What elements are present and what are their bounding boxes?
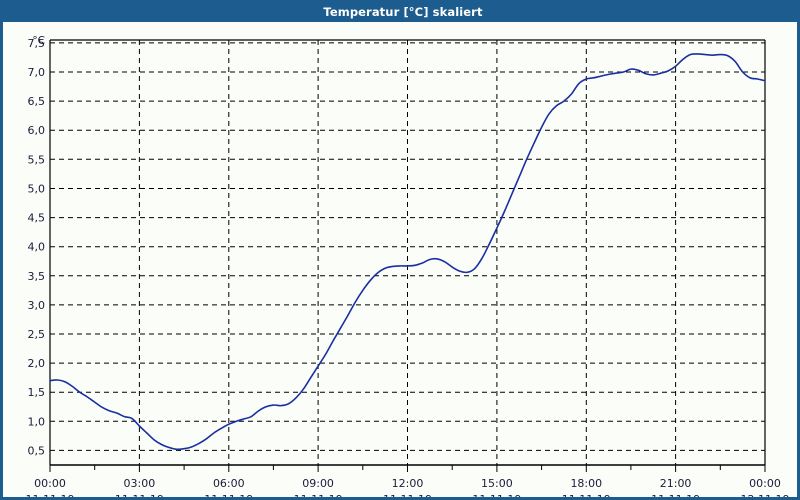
y-axis-tick-labels: 7,5 7,0 6,5 6,0 5,5 5,0 4,5 4,0 3,5 3,0 2,5 2,0 1,5 1…: [28, 37, 46, 457]
x-axis-date-label: 11.11.19: [294, 493, 343, 500]
y-axis-tick-label: 2,0: [28, 357, 46, 370]
y-axis-tick-label: 7,5: [28, 37, 46, 50]
y-axis-tick-label: 5,5: [28, 153, 46, 166]
x-axis-tick-labels: 00:00 11.11.19 03:00 11.11.19 06:00 11.11.19 0…: [26, 477, 790, 500]
y-axis-unit-label: °C: [32, 35, 45, 47]
y-axis-tick-label: 1,5: [28, 386, 46, 399]
vertical-gridlines: [138, 40, 677, 465]
x-axis-date-label: 11.11.19: [383, 493, 432, 500]
y-axis-tick-label: 1,0: [28, 415, 46, 428]
x-axis-time-label: 18:00: [570, 477, 602, 490]
window-title: Temperatur [°C] skaliert: [3, 3, 797, 22]
y-axis-tick-label: 7,0: [28, 66, 46, 79]
x-axis-date-label: 11.11.19: [562, 493, 611, 500]
x-axis-time-label: 03:00: [124, 477, 156, 490]
x-axis-time-label: 12:00: [392, 477, 424, 490]
x-axis-date-label: 11.11.19: [26, 493, 75, 500]
temperature-series-line: [49, 53, 766, 451]
x-axis-time-label: 21:00: [660, 477, 692, 490]
y-axis-tick-label: 4,0: [28, 241, 46, 254]
chart-canvas: 7,5 7,0 6,5 6,0 5,5 5,0 4,5 4,0 3,5 3,0 2,5 2,0 1,5 1…: [3, 22, 797, 500]
y-axis-tick-label: 5,0: [28, 183, 46, 196]
x-axis-time-label: 06:00: [213, 477, 245, 490]
x-axis-date-label: 11.11.19: [204, 493, 253, 500]
y-axis-tick-label: 6,5: [28, 95, 46, 108]
x-axis-tick-marks: [49, 465, 766, 472]
x-axis-date-label: 11.11.19: [115, 493, 164, 500]
y-axis-tick-label: 3,0: [28, 299, 46, 312]
y-axis-tick-label: 0,5: [28, 444, 46, 457]
x-axis-time-label: 00:00: [34, 477, 66, 490]
y-axis-tick-label: 4,5: [28, 212, 46, 225]
x-axis-date-label: 11.11.19: [651, 493, 700, 500]
x-axis-time-label: 15:00: [481, 477, 513, 490]
y-axis-tick-label: 6,0: [28, 124, 46, 137]
x-axis-time-label: 09:00: [302, 477, 334, 490]
x-axis-date-label: 11.11.19: [472, 493, 521, 500]
y-axis-tick-label: 2,5: [28, 328, 46, 341]
horizontal-gridlines: [50, 42, 765, 451]
temperature-line-chart: 7,5 7,0 6,5 6,0 5,5 5,0 4,5 4,0 3,5 3,0 2,5 2,0 1,5 1…: [26, 35, 790, 500]
y-axis-tick-label: 3,5: [28, 270, 46, 283]
x-axis-time-label: 00:00: [749, 477, 781, 490]
x-axis-date-label: 12.11.19: [741, 493, 790, 500]
